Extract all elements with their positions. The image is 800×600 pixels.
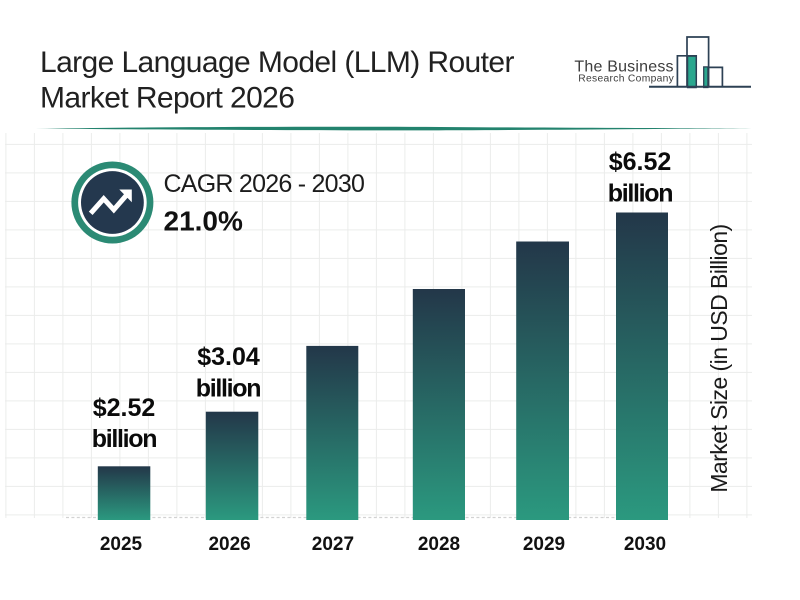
svg-text:Large Language Model (LLM) Rou: Large Language Model (LLM) Router <box>40 46 514 79</box>
svg-text:2025: 2025 <box>100 534 143 555</box>
svg-text:Market Size (in USD Billion): Market Size (in USD Billion) <box>706 224 732 492</box>
svg-text:billion: billion <box>608 180 673 208</box>
svg-text:2030: 2030 <box>624 534 666 555</box>
svg-text:billion: billion <box>196 375 261 403</box>
svg-text:Research Company: Research Company <box>578 73 674 84</box>
svg-text:$6.52: $6.52 <box>609 148 672 176</box>
svg-text:2029: 2029 <box>523 534 565 555</box>
svg-text:2026: 2026 <box>208 534 250 555</box>
svg-text:$3.04: $3.04 <box>197 343 260 371</box>
svg-text:21.0%: 21.0% <box>164 206 243 237</box>
svg-text:2028: 2028 <box>418 534 460 555</box>
svg-text:The Business: The Business <box>574 59 673 76</box>
svg-text:2027: 2027 <box>312 534 354 555</box>
svg-text:Market Report 2026: Market Report 2026 <box>40 81 294 114</box>
svg-text:$2.52: $2.52 <box>93 394 156 422</box>
svg-text:CAGR 2026 - 2030: CAGR 2026 - 2030 <box>164 170 365 198</box>
svg-text:billion: billion <box>92 425 157 453</box>
